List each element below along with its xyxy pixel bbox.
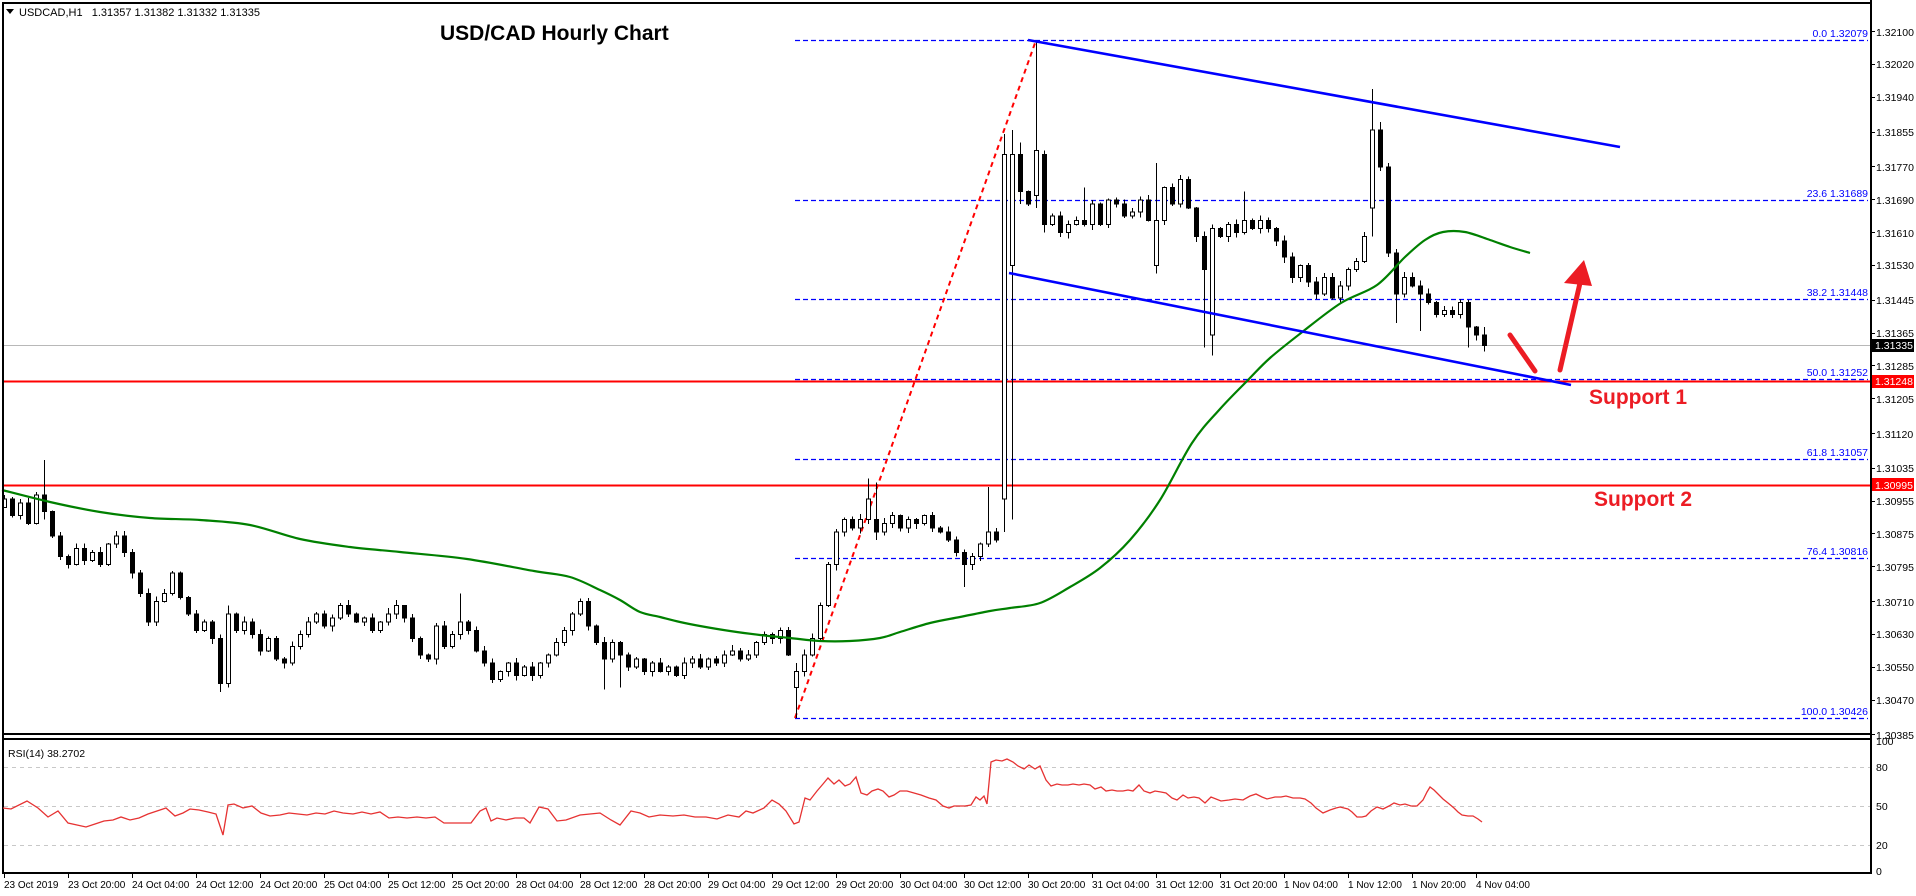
svg-text:1 Nov 20:00: 1 Nov 20:00 <box>1412 880 1466 891</box>
svg-text:1.31248: 1.31248 <box>1875 376 1913 388</box>
svg-text:29 Oct 04:00: 29 Oct 04:00 <box>708 880 766 891</box>
svg-text:0.0 1.32079: 0.0 1.32079 <box>1813 28 1869 40</box>
svg-text:1.30955: 1.30955 <box>1876 496 1914 508</box>
svg-text:29 Oct 12:00: 29 Oct 12:00 <box>772 880 830 891</box>
svg-text:29 Oct 20:00: 29 Oct 20:00 <box>836 880 894 891</box>
svg-text:50: 50 <box>1876 801 1888 813</box>
svg-text:28 Oct 04:00: 28 Oct 04:00 <box>516 880 574 891</box>
svg-text:Support 1: Support 1 <box>1589 386 1687 409</box>
svg-text:28 Oct 12:00: 28 Oct 12:00 <box>580 880 638 891</box>
svg-text:USD/CAD Hourly Chart: USD/CAD Hourly Chart <box>440 22 669 45</box>
svg-text:76.4 1.30816: 76.4 1.30816 <box>1807 546 1868 558</box>
svg-text:31 Oct 04:00: 31 Oct 04:00 <box>1092 880 1150 891</box>
svg-text:1.31365: 1.31365 <box>1876 328 1914 340</box>
svg-text:0: 0 <box>1876 866 1882 878</box>
svg-text:1.30995: 1.30995 <box>1875 480 1913 492</box>
svg-text:23 Oct 2019: 23 Oct 2019 <box>4 880 59 891</box>
svg-text:1.32020: 1.32020 <box>1876 59 1914 71</box>
svg-text:20: 20 <box>1876 840 1888 852</box>
svg-text:23.6 1.31689: 23.6 1.31689 <box>1807 188 1868 200</box>
svg-text:24 Oct 20:00: 24 Oct 20:00 <box>260 880 318 891</box>
svg-text:Support 2: Support 2 <box>1594 488 1692 511</box>
svg-text:1.30710: 1.30710 <box>1876 597 1914 609</box>
svg-text:1.31855: 1.31855 <box>1876 127 1914 139</box>
svg-text:4 Nov 04:00: 4 Nov 04:00 <box>1476 880 1530 891</box>
svg-text:31 Oct 20:00: 31 Oct 20:00 <box>1220 880 1278 891</box>
svg-text:1.30550: 1.30550 <box>1876 662 1914 674</box>
svg-text:1.31530: 1.31530 <box>1876 260 1914 272</box>
svg-text:80: 80 <box>1876 762 1888 774</box>
svg-text:23 Oct 20:00: 23 Oct 20:00 <box>68 880 126 891</box>
svg-text:1.31770: 1.31770 <box>1876 162 1914 174</box>
svg-text:1.32100: 1.32100 <box>1876 27 1914 39</box>
svg-text:1.31205: 1.31205 <box>1876 394 1914 406</box>
svg-text:1.31120: 1.31120 <box>1876 429 1913 441</box>
svg-text:1.30470: 1.30470 <box>1876 695 1914 707</box>
svg-text:38.2 1.31448: 38.2 1.31448 <box>1807 287 1868 299</box>
svg-text:50.0 1.31252: 50.0 1.31252 <box>1807 367 1868 379</box>
svg-text:1 Nov 04:00: 1 Nov 04:00 <box>1284 880 1338 891</box>
svg-text:RSI(14) 38.2702: RSI(14) 38.2702 <box>8 748 85 760</box>
svg-text:1.30630: 1.30630 <box>1876 629 1914 641</box>
svg-text:30 Oct 20:00: 30 Oct 20:00 <box>1028 880 1086 891</box>
svg-text:1.30795: 1.30795 <box>1876 562 1914 574</box>
svg-text:100.0 1.30426: 100.0 1.30426 <box>1801 706 1868 718</box>
svg-text:30 Oct 12:00: 30 Oct 12:00 <box>964 880 1022 891</box>
svg-text:1.31035: 1.31035 <box>1876 463 1914 475</box>
svg-text:61.8 1.31057: 61.8 1.31057 <box>1807 447 1868 459</box>
svg-text:25 Oct 12:00: 25 Oct 12:00 <box>388 880 446 891</box>
svg-text:30 Oct 04:00: 30 Oct 04:00 <box>900 880 958 891</box>
svg-text:31 Oct 12:00: 31 Oct 12:00 <box>1156 880 1214 891</box>
svg-text:1.31285: 1.31285 <box>1876 361 1914 373</box>
svg-text:25 Oct 20:00: 25 Oct 20:00 <box>452 880 510 891</box>
svg-text:1.31690: 1.31690 <box>1876 195 1914 207</box>
svg-text:1.30385: 1.30385 <box>1876 730 1914 742</box>
svg-text:1.31610: 1.31610 <box>1876 228 1914 240</box>
svg-text:24 Oct 04:00: 24 Oct 04:00 <box>132 880 190 891</box>
svg-text:1.31940: 1.31940 <box>1876 92 1914 104</box>
svg-text:1.30875: 1.30875 <box>1876 529 1914 541</box>
svg-text:USDCAD,H1 1.31357 1.31382 1.: USDCAD,H1 1.31357 1.31382 1.31332 1.3133… <box>19 7 260 19</box>
svg-text:1 Nov 12:00: 1 Nov 12:00 <box>1348 880 1402 891</box>
svg-text:25 Oct 04:00: 25 Oct 04:00 <box>324 880 382 891</box>
svg-text:1.31335: 1.31335 <box>1875 340 1913 352</box>
svg-text:1.31445: 1.31445 <box>1876 295 1914 307</box>
svg-text:100: 100 <box>1876 736 1894 748</box>
svg-text:28 Oct 20:00: 28 Oct 20:00 <box>644 880 702 891</box>
svg-text:24 Oct 12:00: 24 Oct 12:00 <box>196 880 254 891</box>
